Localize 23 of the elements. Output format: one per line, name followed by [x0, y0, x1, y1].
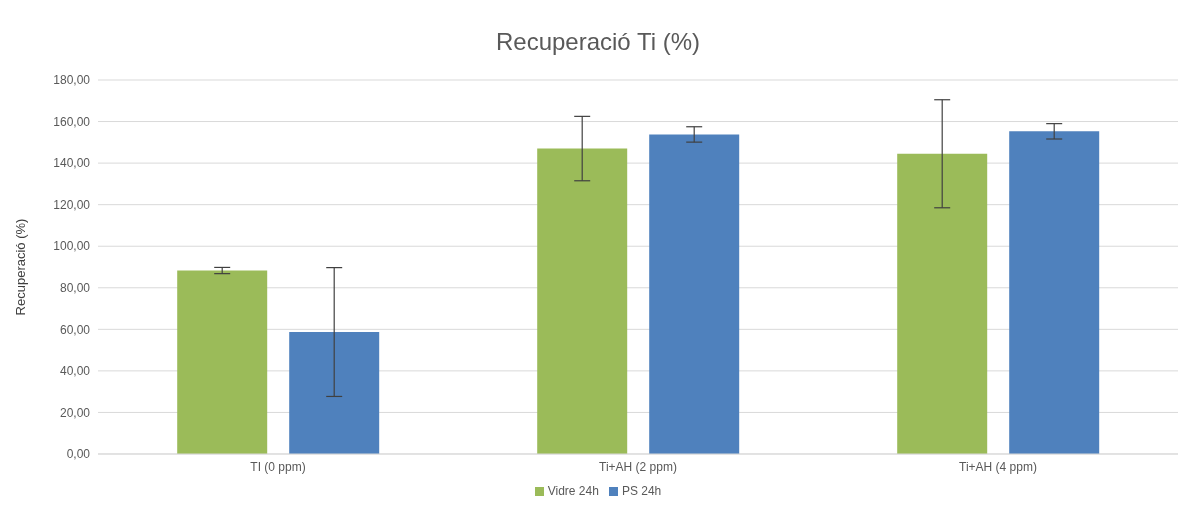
legend-label: Vidre 24h [547, 484, 599, 498]
y-tick-label: 40,00 [59, 364, 91, 379]
chart-title: Recuperació Ti (%) [494, 27, 702, 57]
bar [537, 148, 628, 454]
y-tick-label: 80,00 [59, 281, 91, 296]
y-tick-label: 180,00 [53, 73, 91, 88]
y-tick-label: 20,00 [59, 405, 91, 420]
y-tick-label: 60,00 [59, 322, 91, 337]
y-tick-label: 120,00 [53, 197, 91, 212]
x-tick-label: TI (0 ppm) [250, 459, 306, 474]
x-tick-label: Ti+AH (2 ppm) [599, 459, 677, 474]
y-tick-label: 100,00 [53, 239, 91, 254]
bar [177, 270, 268, 454]
legend-label: PS 24h [621, 484, 662, 498]
bar [289, 332, 380, 454]
y-tick-label: 0,00 [66, 447, 91, 462]
y-tick-label: 140,00 [53, 156, 91, 171]
bar [897, 153, 988, 454]
y-axis-title: Recuperació (%) [12, 218, 28, 316]
bar [649, 134, 740, 454]
x-tick-label: Ti+AH (4 ppm) [959, 459, 1037, 474]
y-tick-label: 160,00 [53, 114, 91, 129]
bar [1009, 131, 1100, 454]
